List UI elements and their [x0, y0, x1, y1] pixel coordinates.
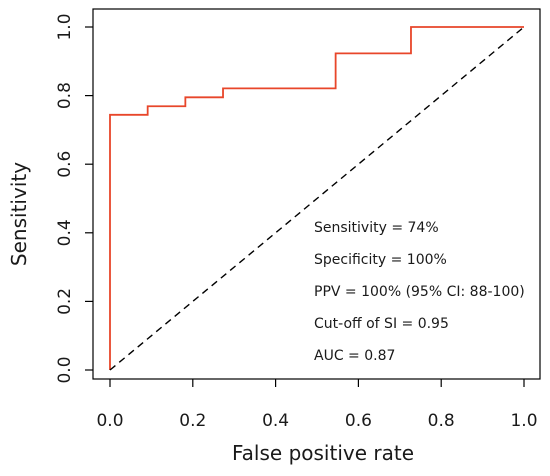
y-tick-label: 0.8	[55, 82, 75, 109]
y-tick-label: 1.0	[55, 13, 75, 40]
y-tick-label: 0.2	[55, 288, 75, 315]
roc-curve-line	[109, 26, 524, 370]
plot-frame	[92, 8, 541, 380]
y-tick-label: 0.4	[55, 219, 75, 246]
annotation-text: Sensitivity = 74%	[314, 220, 439, 236]
y-tick-label: 0.0	[55, 356, 75, 383]
annotation-text: PPV = 100% (95% CI: 88-100)	[314, 284, 525, 300]
reference-diagonal-line	[109, 26, 525, 371]
x-tick-label: 0.4	[262, 411, 289, 431]
annotation-text: Specificity = 100%	[314, 252, 447, 268]
x-axis-title: False positive rate	[232, 441, 414, 465]
y-axis-title: Sensitivity	[7, 162, 31, 266]
x-tick-label: 1.0	[510, 411, 537, 431]
x-tick-label: 0.0	[96, 411, 123, 431]
annotation-text: Cut-off of SI = 0.95	[314, 316, 449, 332]
x-tick-label: 0.2	[179, 411, 206, 431]
series-layer	[109, 26, 525, 371]
x-tick-label: 0.6	[345, 411, 372, 431]
x-tick-label: 0.8	[428, 411, 455, 431]
annotation-text: AUC = 0.87	[314, 348, 395, 364]
annotations: Sensitivity = 74% Specificity = 100% PPV =…	[314, 220, 525, 364]
axes: 0.0 0.2 0.4 0.6 0.8 1.0 0.0 0.2 0.4 0.6 0.8 1.0	[55, 13, 538, 431]
y-tick-label: 0.6	[55, 151, 75, 178]
